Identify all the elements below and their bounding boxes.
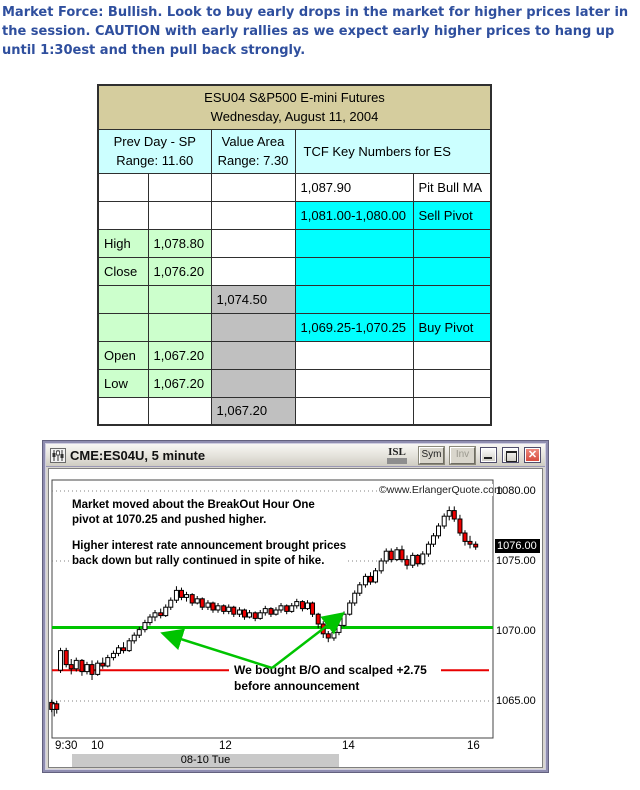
table-cell <box>412 396 492 426</box>
table-cell <box>412 340 492 370</box>
price-label-1065: 1065.00 <box>496 695 536 707</box>
symbol-button[interactable]: Sym <box>419 446 444 464</box>
table-cell: High <box>97 228 149 258</box>
table-cell: 1,069.25-1,070.25 <box>294 312 414 342</box>
table-cell <box>294 396 414 426</box>
isl-link-button[interactable]: ISL <box>387 446 407 464</box>
table-cell <box>210 256 296 286</box>
chart-content: Market moved about the BreakOut Hour One… <box>48 468 543 768</box>
table-cell <box>412 284 492 314</box>
table-cell <box>210 312 296 342</box>
table-cell: Open <box>97 340 149 370</box>
table-cell <box>210 172 296 202</box>
candlestick-chart-icon <box>50 447 66 463</box>
table-cell <box>97 284 149 314</box>
time-label-10: 10 <box>91 740 104 752</box>
minimize-button[interactable] <box>480 447 497 463</box>
table-row: 1,069.25-1,070.25 Buy Pivot <box>97 312 492 342</box>
table-row: Open 1,067.20 <box>97 340 492 370</box>
time-label-16: 16 <box>467 740 480 752</box>
table-cell: 1,067.20 <box>147 368 212 398</box>
session-date-bar: 08-10 Tue <box>72 754 339 767</box>
table-cell <box>97 200 149 230</box>
table-cell: 1,087.90 <box>294 172 414 202</box>
table-cell <box>412 228 492 258</box>
table-cell <box>412 256 492 286</box>
table-cell <box>294 228 414 258</box>
table-cell <box>294 368 414 398</box>
table-row: High 1,078.80 <box>97 228 492 258</box>
table-cell <box>147 284 212 314</box>
table-cell <box>294 284 414 314</box>
time-label-14: 14 <box>342 740 355 752</box>
table-cell <box>210 340 296 370</box>
maximize-button[interactable] <box>502 447 519 463</box>
table-cell: 1,076.20 <box>147 256 212 286</box>
table-cell <box>412 368 492 398</box>
table-row: 1,067.20 <box>97 396 492 426</box>
trade-annotation: We bought B/O and scalped +2.75 before a… <box>234 663 440 694</box>
interval-button[interactable]: Inv <box>450 446 475 464</box>
table-cell: Pit Bull MA <box>412 172 492 202</box>
table-cell <box>97 396 149 426</box>
table-cell <box>210 200 296 230</box>
close-button[interactable] <box>524 447 541 463</box>
table-cell: Close <box>97 256 149 286</box>
price-label-1075: 1075.00 <box>496 555 536 567</box>
table-title-line1: ESU04 S&P500 E-mini Futures <box>204 90 385 106</box>
table-cell: Buy Pivot <box>412 312 492 342</box>
table-cell: 1,067.20 <box>147 340 212 370</box>
table-row: Close 1,076.20 <box>97 256 492 286</box>
table-title-line2: Wednesday, August 11, 2004 <box>210 109 379 125</box>
futures-key-numbers-table: ESU04 S&P500 E-mini Futures Wednesday, A… <box>97 84 492 426</box>
table-cell: Sell Pivot <box>412 200 492 230</box>
table-cell <box>147 396 212 426</box>
table-cell <box>294 256 414 286</box>
table-cell: 1,067.20 <box>210 396 296 426</box>
last-price-box: 1076.00 <box>495 539 540 553</box>
copyright-watermark: ©www.ErlangerQuote.com <box>379 484 503 496</box>
table-title: ESU04 S&P500 E-mini Futures Wednesday, A… <box>97 84 492 130</box>
price-label-1080: 1080.00 <box>496 485 536 497</box>
table-row: 1,074.50 <box>97 284 492 314</box>
table-cell <box>147 312 212 342</box>
table-row: 1,081.00-1,080.00 Sell Pivot <box>97 200 492 230</box>
time-label-930: 9:30 <box>55 740 78 752</box>
table-cell <box>210 368 296 398</box>
market-commentary: Market Force: Bullish. Look to buy early… <box>2 5 629 58</box>
table-row: Low 1,067.20 <box>97 368 492 398</box>
chart-window-titlebar[interactable]: CME:ES04U, 5 minute ISL Sym Inv <box>46 444 545 467</box>
table-cell <box>210 228 296 258</box>
table-cell: 1,081.00-1,080.00 <box>294 200 414 230</box>
chart-annotation-top: Market moved about the BreakOut Hour One… <box>72 498 348 568</box>
table-cell: 1,074.50 <box>210 284 296 314</box>
time-label-12: 12 <box>219 740 232 752</box>
col-header-value-area: Value Area Range: 7.30 <box>210 128 296 174</box>
table-cell <box>97 312 149 342</box>
isl-indicator-bar <box>387 457 407 464</box>
col-header-tcf-key-numbers: TCF Key Numbers for ES <box>294 128 492 174</box>
table-cell <box>147 172 212 202</box>
window-title: CME:ES04U, 5 minute <box>70 447 206 463</box>
table-row: 1,087.90 Pit Bull MA <box>97 172 492 202</box>
col-header-prev-day: Prev Day - SP Range: 11.60 <box>97 128 212 174</box>
table-cell <box>97 172 149 202</box>
table-cell <box>147 200 212 230</box>
chart-window: CME:ES04U, 5 minute ISL Sym Inv Market m… <box>42 440 549 773</box>
table-cell: Low <box>97 368 149 398</box>
price-label-1070: 1070.00 <box>496 625 536 637</box>
table-cell <box>294 340 414 370</box>
table-cell: 1,078.80 <box>147 228 212 258</box>
